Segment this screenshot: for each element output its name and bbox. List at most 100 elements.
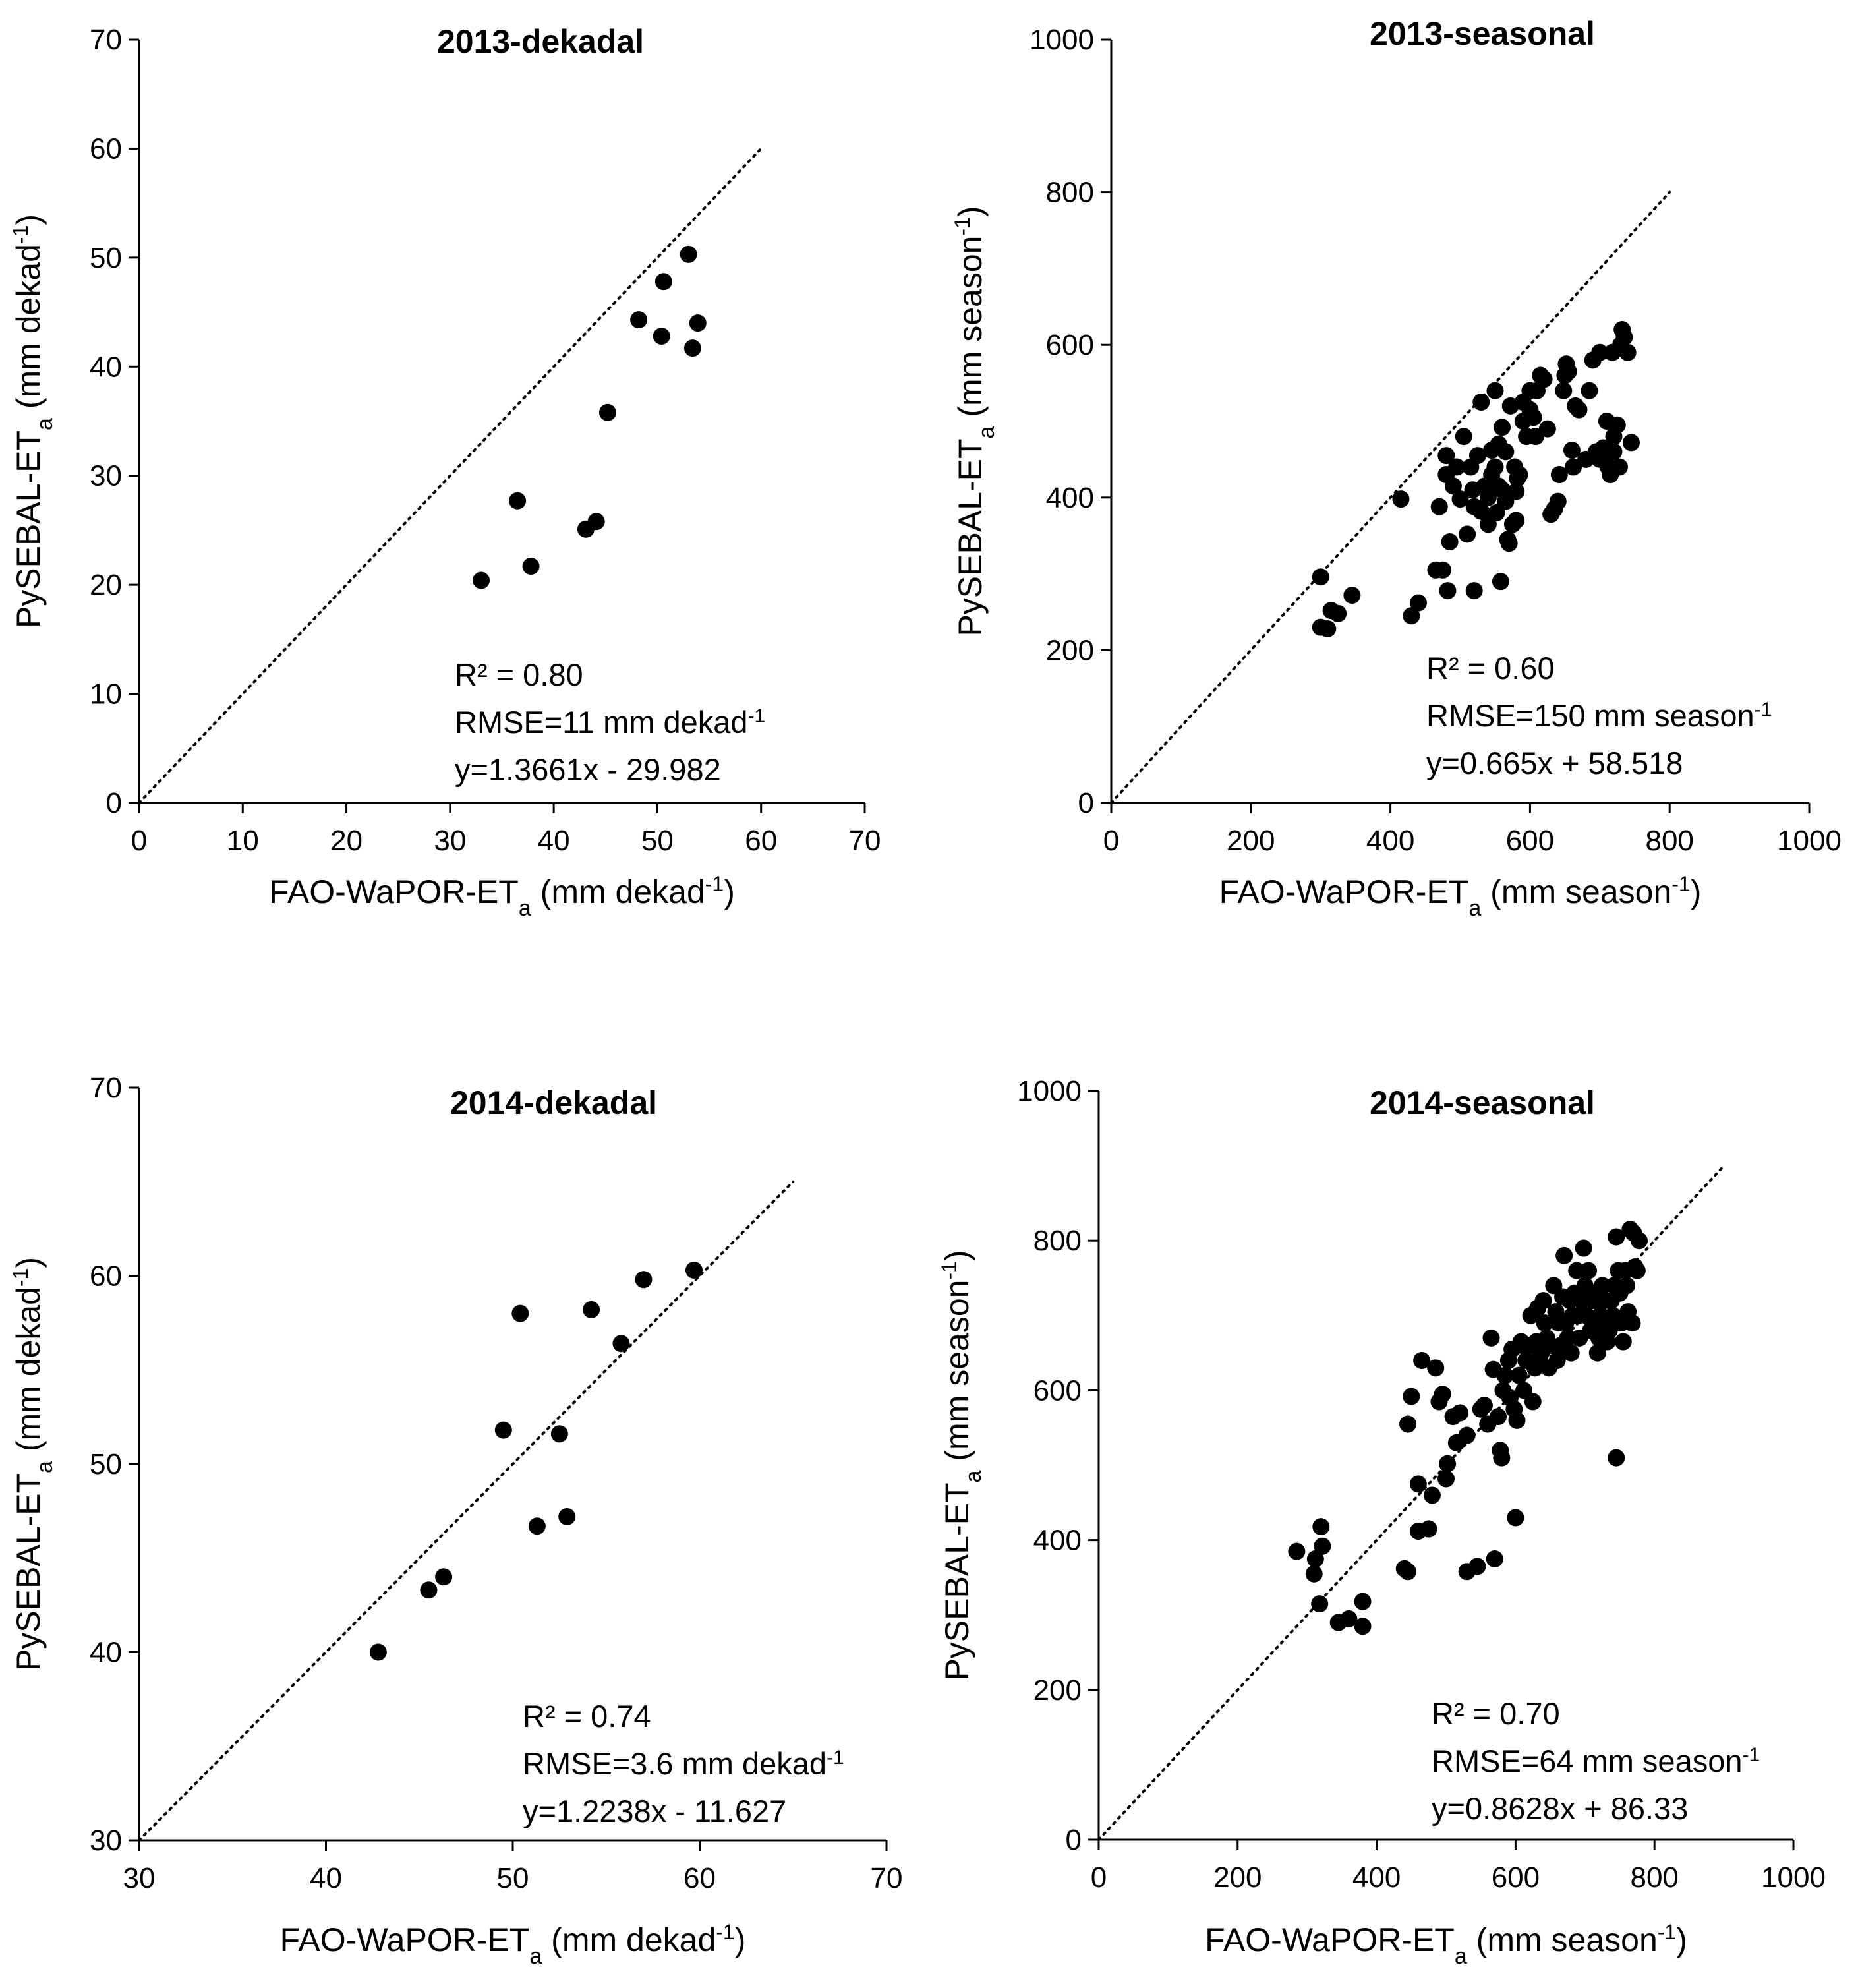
data-point (653, 327, 670, 345)
data-point (1439, 582, 1457, 600)
data-point (1311, 1595, 1329, 1613)
y-tick-label: 600 (1046, 329, 1094, 361)
data-point (1610, 458, 1628, 476)
data-point (1459, 525, 1476, 543)
data-point (635, 1271, 653, 1289)
data-point (1392, 490, 1410, 508)
data-point (1594, 1277, 1611, 1295)
data-point (558, 1507, 576, 1525)
data-point (1623, 1314, 1641, 1332)
data-point (1605, 443, 1623, 461)
y-tick-label: 50 (90, 1448, 122, 1480)
chart-title: 2014-dekadal (450, 1084, 657, 1121)
data-point (1423, 1486, 1441, 1504)
data-point (509, 492, 527, 510)
panel-2014-seasonal: 0 200 400 600 800 1000 0 200 400 600 800 1000 2014-s… (929, 1055, 1857, 1988)
y-tick-label: 40 (90, 351, 122, 383)
y-tick-label: 60 (90, 1260, 122, 1293)
x-tick-label: 800 (1630, 1861, 1678, 1894)
data-point (583, 1301, 600, 1318)
data-point (1549, 492, 1567, 510)
y-tick-label: 70 (90, 24, 122, 56)
data-point (369, 1643, 387, 1661)
data-point (1618, 1277, 1636, 1295)
x-tick-label: 50 (497, 1862, 529, 1894)
data-point (1420, 1520, 1437, 1538)
r-squared-label: R² = 0.74 (523, 1699, 651, 1734)
y-axis-label: PySEBAL-ETa (mm dekad-1) (9, 1257, 57, 1671)
data-point (1399, 1415, 1417, 1433)
data-point (1437, 1470, 1455, 1488)
data-point (1535, 370, 1553, 388)
data-point (1472, 502, 1490, 520)
x-axis-label: FAO-WaPOR-ETa (mm dekad-1) (280, 1920, 746, 1969)
data-point (1608, 1449, 1625, 1467)
chart-2013-seasonal: 0 200 400 600 800 1000 0 200 400 600 800 1000 2013-s… (950, 15, 1842, 921)
x-tick-label: 20 (330, 825, 363, 857)
data-point (1548, 1351, 1566, 1369)
data-point (1482, 1329, 1500, 1347)
data-point (1494, 419, 1511, 436)
data-point (1479, 488, 1497, 506)
data-point (1588, 1344, 1606, 1362)
r-squared-label: R² = 0.80 (455, 657, 583, 692)
rmse-label: RMSE=3.6 mm dekad-1 (523, 1746, 844, 1781)
data-point (1507, 512, 1525, 529)
x-tick-label: 60 (683, 1862, 716, 1894)
data-point (1507, 482, 1525, 500)
y-tick-label: 800 (1046, 177, 1094, 209)
data-point (1403, 1388, 1420, 1405)
data-point (1441, 533, 1459, 550)
data-point (1500, 535, 1518, 552)
x-tick-label: 600 (1492, 1861, 1540, 1894)
data-point (1409, 594, 1427, 612)
chart-title: 2013-dekadal (437, 23, 644, 60)
data-point (1468, 1558, 1486, 1575)
data-point (1508, 1411, 1526, 1429)
y-tick-label: 50 (90, 242, 122, 274)
data-point (1465, 582, 1483, 600)
r-squared-label: R² = 0.70 (1432, 1696, 1560, 1731)
x-tick-label: 70 (849, 825, 881, 857)
data-point (1580, 1262, 1598, 1279)
y-tick-label: 1000 (1017, 1075, 1082, 1107)
data-point (550, 1425, 568, 1443)
data-point (1288, 1542, 1306, 1560)
data-point (1430, 498, 1448, 515)
data-point (1591, 343, 1609, 361)
y-tick-label: 200 (1046, 634, 1094, 666)
y-tick-label: 10 (90, 678, 122, 711)
y-tick-label: 0 (1078, 787, 1094, 819)
x-tick-label: 0 (131, 825, 147, 857)
rmse-label: RMSE=11 mm dekad-1 (455, 705, 765, 740)
data-point (1555, 1246, 1573, 1264)
data-point (1472, 394, 1490, 411)
one-to-one-line (1110, 190, 1671, 804)
data-point (1619, 343, 1637, 361)
data-point (1319, 620, 1337, 637)
x-tick-label: 1000 (1777, 825, 1842, 857)
data-point (1468, 447, 1486, 465)
x-axis-label: FAO-WaPOR-ETa (mm season-1) (1205, 1920, 1687, 1969)
data-point (1448, 458, 1466, 476)
data-point (511, 1304, 529, 1322)
x-tick-label: 60 (745, 825, 777, 857)
y-axis-label: PySEBAL-ETa (mm dekad-1) (9, 214, 57, 628)
data-point (1343, 587, 1361, 604)
data-point (587, 513, 605, 531)
data-point (528, 1517, 546, 1535)
data-point (1427, 1359, 1445, 1377)
rmse-label: RMSE=64 mm season-1 (1432, 1743, 1760, 1778)
data-point (1340, 1610, 1358, 1627)
x-tick-label: 50 (641, 825, 674, 857)
data-point (1510, 1366, 1528, 1384)
data-point (1570, 401, 1588, 419)
one-to-one-line (138, 1180, 795, 1842)
x-axis-label: FAO-WaPOR-ETa (mm dekad-1) (269, 872, 735, 921)
x-tick-label: 70 (871, 1862, 903, 1894)
data-point (420, 1581, 438, 1599)
data-point (1409, 1475, 1427, 1493)
data-point (1403, 607, 1420, 625)
data-point (1486, 458, 1504, 476)
